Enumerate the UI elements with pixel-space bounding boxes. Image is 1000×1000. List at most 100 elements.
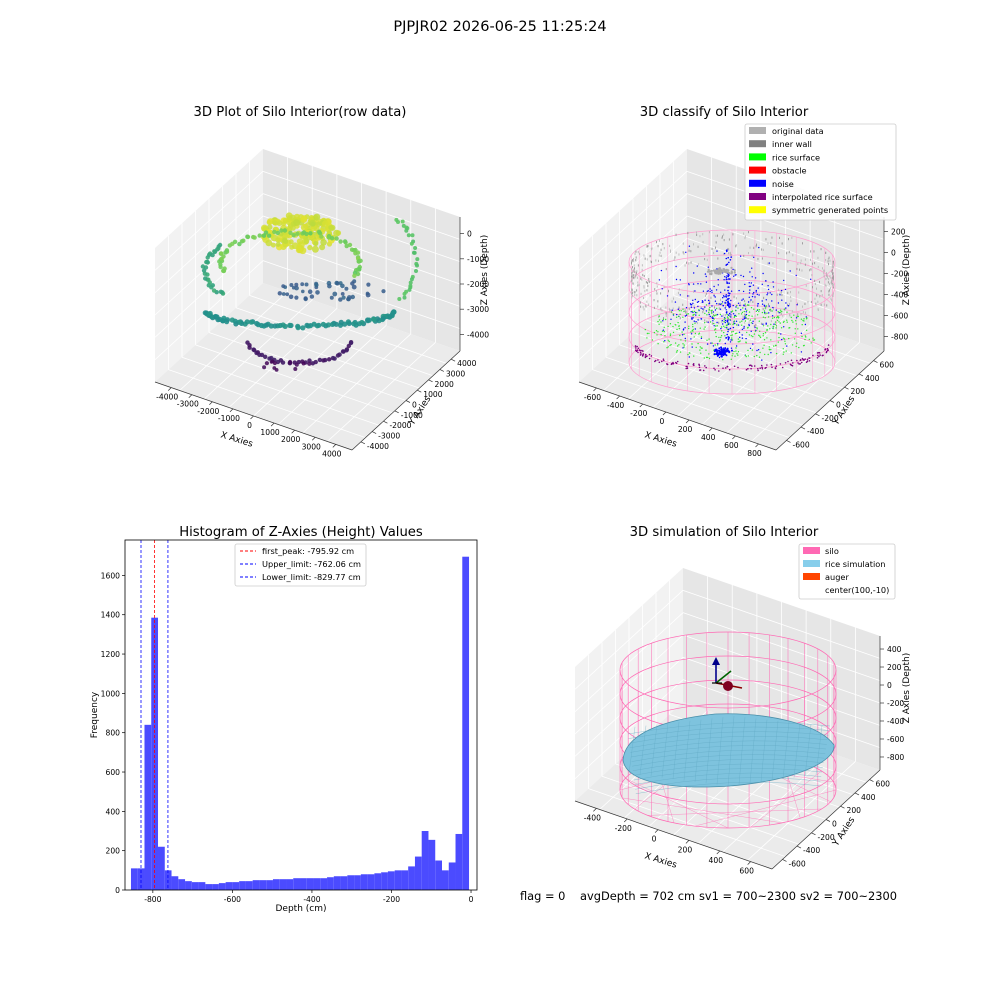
- inner-wall-point: [790, 295, 792, 299]
- interpolated-surface-point: [750, 367, 752, 370]
- noise-point: [772, 286, 775, 288]
- silo-wire-floor: [694, 789, 837, 827]
- inner-wall-point: [831, 269, 833, 272]
- noise-point: [729, 304, 732, 306]
- original-data-point: [730, 266, 733, 269]
- footer-sv1: sv1 = 700~2300: [699, 889, 796, 903]
- inner-wall-point: [641, 278, 643, 281]
- rice-surface-point: [779, 311, 781, 313]
- panel2-ytick-mark: [829, 400, 835, 403]
- noise-point: [701, 300, 704, 302]
- rice-surface-point: [669, 344, 671, 347]
- inner-wall-point: [801, 269, 803, 272]
- panel3-xtick-label: -200: [383, 895, 400, 904]
- noise-point: [725, 257, 728, 260]
- panel4-legend-swatch: [803, 573, 820, 580]
- raw-data-point: [288, 359, 293, 365]
- rice-surface-point: [700, 352, 702, 354]
- noise-point: [795, 317, 798, 319]
- noise-point: [693, 272, 695, 274]
- noise-point: [743, 305, 745, 307]
- raw-data-point: [366, 282, 371, 287]
- inner-wall-point: [802, 305, 803, 308]
- rice-surface-mesh-line: [631, 749, 826, 762]
- panel4-grid-left-w: [574, 657, 684, 757]
- noise-point: [694, 290, 696, 292]
- rice-surface-point: [708, 353, 710, 355]
- noise-point: [761, 300, 763, 302]
- original-data-point: [721, 270, 724, 273]
- interpolated-surface-point: [685, 367, 687, 370]
- inner-wall-point: [816, 287, 817, 290]
- interpolated-surface-point: [662, 358, 665, 361]
- raw-data-point: [309, 294, 315, 299]
- noise-point: [789, 270, 791, 272]
- raw-data-point: [277, 291, 282, 296]
- interpolated-surface-point: [646, 355, 648, 358]
- panel2-xtick-mark: [685, 419, 690, 424]
- rice-surface-mesh-line: [782, 721, 790, 780]
- rice-surface-point: [672, 331, 675, 334]
- panel4-grid-right-w: [682, 679, 881, 749]
- panel4-ytick-label: 600: [876, 780, 891, 789]
- inner-wall-point: [749, 246, 751, 249]
- rice-surface-point: [708, 357, 711, 360]
- noise-point: [725, 294, 727, 296]
- inner-wall-point: [739, 302, 741, 305]
- inner-wall-point: [730, 251, 731, 254]
- noise-point: [735, 306, 737, 308]
- histogram-bar: [354, 875, 361, 890]
- footer-avg-depth: avgDepth = 702 cm: [580, 889, 695, 903]
- noise-point: [740, 309, 742, 311]
- inner-wall-point: [631, 260, 632, 263]
- inner-wall-point: [817, 256, 819, 259]
- original-data-point: [710, 272, 713, 275]
- interpolated-surface-point: [751, 365, 753, 367]
- rice-surface-mesh-line: [629, 731, 829, 744]
- rice-surface-point: [687, 313, 689, 315]
- inner-wall-point: [817, 300, 819, 303]
- rice-surface-point: [812, 337, 814, 339]
- noise-point: [804, 323, 807, 326]
- panel1-xtick-mark: [209, 401, 213, 406]
- rice-surface-mesh-line: [661, 723, 669, 778]
- noise-point: [688, 283, 690, 285]
- inner-wall-point: [685, 310, 687, 313]
- noise-point: [781, 338, 783, 341]
- original-data-point: [717, 272, 720, 275]
- interpolated-surface-point: [642, 350, 644, 352]
- panel2-xtick-mark: [732, 435, 736, 440]
- inner-wall-point: [651, 260, 652, 264]
- noise-point: [761, 303, 764, 305]
- inner-wall-point: [666, 312, 668, 315]
- noise-point: [769, 292, 771, 294]
- inner-wall-point: [636, 271, 637, 274]
- rice-surface-point: [669, 333, 672, 335]
- panel2-grid-floor-v: [659, 307, 858, 377]
- noise-point: [751, 267, 753, 269]
- panel1-ytick-mark: [383, 420, 388, 424]
- inner-wall-point: [682, 242, 684, 245]
- noise-point: [724, 342, 726, 345]
- panel3-xtick-label: 0: [469, 895, 474, 904]
- rice-surface-point: [792, 321, 794, 323]
- inner-wall-point: [702, 311, 704, 314]
- raw-data-point: [301, 289, 305, 294]
- noise-point: [777, 302, 780, 304]
- noise-point: [767, 288, 770, 291]
- inner-wall-point: [649, 294, 651, 297]
- inner-wall-point: [711, 310, 712, 314]
- raw-data-point: [311, 245, 319, 253]
- histogram-bar: [333, 876, 341, 890]
- rice-surface-point: [776, 319, 779, 322]
- histogram-bar: [401, 870, 409, 890]
- rice-surface-mesh-line: [633, 763, 823, 776]
- inner-wall-point: [643, 275, 645, 278]
- rice-surface-point: [658, 319, 661, 321]
- interpolated-surface-point: [702, 369, 705, 372]
- inner-wall-point: [755, 323, 757, 326]
- histogram-bar: [130, 868, 138, 890]
- rice-surface-point: [790, 352, 792, 354]
- noise-point: [728, 286, 730, 288]
